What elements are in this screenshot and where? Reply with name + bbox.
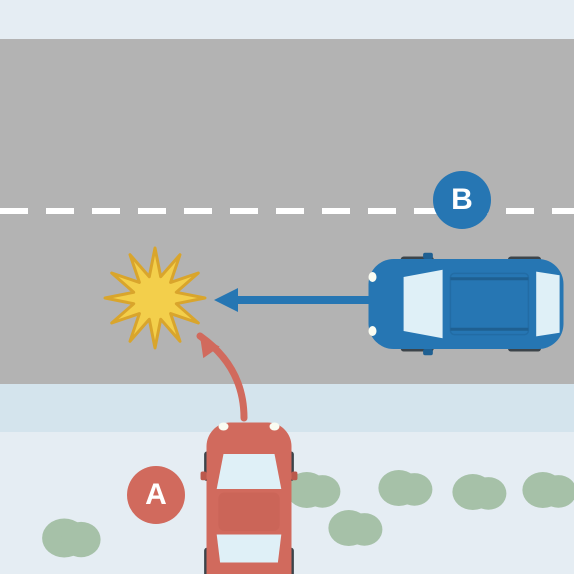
vehicle-b-label: B [433,171,491,229]
bush [522,472,574,508]
accident-diagram: A B [0,0,574,574]
vehicle-b-label-text: B [451,183,473,217]
vehicle-a [201,423,298,574]
vehicle-b [369,253,564,356]
vehicle-a-label: A [127,466,185,524]
diagram-svg [0,0,574,574]
vehicle-a-label-text: A [145,478,167,512]
shoulder-strip [0,384,574,432]
